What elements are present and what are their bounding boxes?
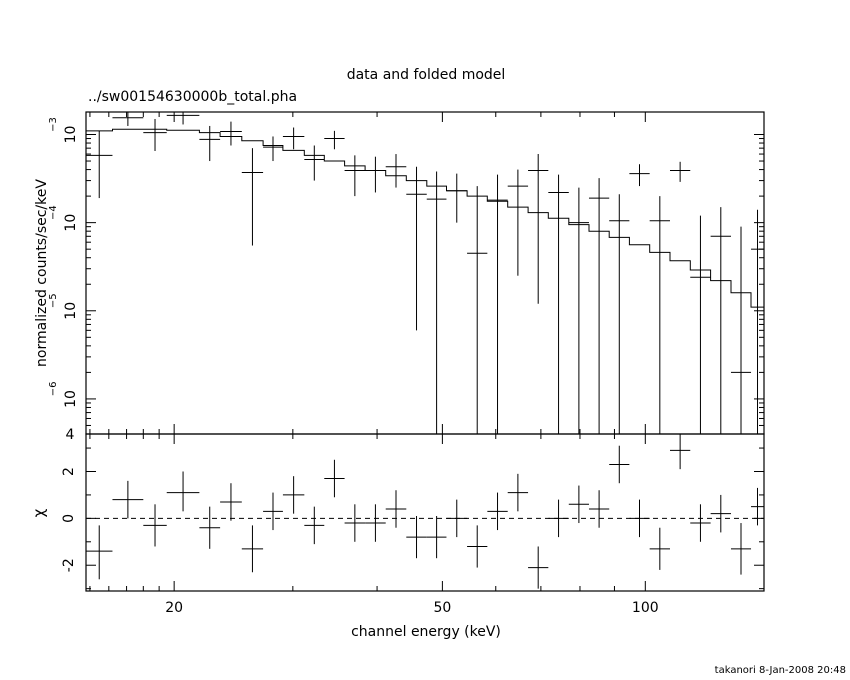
residual-point: [199, 506, 221, 549]
chart-title: data and folded model: [347, 67, 506, 83]
y-tick-exponent: −4: [48, 205, 59, 220]
residual-point: [669, 434, 691, 470]
y-axis-label-lower: χ: [30, 508, 48, 517]
y-tick-mantissa: 10: [63, 390, 79, 408]
data-point: [710, 207, 731, 434]
residual-point: [609, 445, 630, 484]
residual-point: [710, 494, 731, 533]
residual-point: [143, 504, 167, 547]
y-tick-label: 4: [66, 427, 75, 443]
data-point: [467, 186, 488, 434]
y-axis-label-upper: normalized counts/sec/keV: [34, 179, 50, 367]
y-tick-label: -2: [61, 558, 77, 572]
residual-point: [528, 546, 549, 589]
residual-point: [365, 504, 386, 542]
data-point: [166, 112, 200, 125]
residual-point: [629, 499, 650, 538]
upper-axis-ticks: 10 −3 10 −4 10 −5 10 −6 4: [48, 112, 765, 443]
data-point: [385, 154, 407, 188]
data-point: [426, 171, 447, 434]
residual-point: [263, 492, 283, 531]
residual-point: [690, 504, 711, 542]
x-axis-label: channel energy (keV): [351, 624, 501, 640]
residual-point: [324, 459, 345, 498]
y-tick-mantissa: 10: [63, 214, 79, 232]
x-tick-label: 100: [632, 600, 659, 616]
residual-point: [220, 483, 242, 521]
y-tick-mantissa: 10: [63, 126, 79, 144]
residual-points: [86, 434, 764, 589]
data-point: [669, 161, 691, 182]
data-point: [507, 169, 529, 276]
residual-point: [730, 523, 752, 575]
data-point: [528, 154, 549, 304]
y-tick-mantissa: 4: [66, 427, 75, 443]
data-point: [324, 130, 345, 150]
data-point: [220, 121, 242, 146]
data-point: [588, 178, 610, 434]
data-point: [365, 156, 386, 193]
upper-data-points: [86, 112, 764, 434]
y-tick-label: 2: [61, 467, 77, 476]
residual-point: [426, 516, 447, 559]
residual-point: [467, 525, 488, 568]
y-tick-exponent: −3: [48, 117, 59, 132]
residual-point: [344, 504, 366, 542]
residual-point: [406, 516, 427, 559]
residual-point: [568, 485, 589, 524]
folded-model-line: [86, 128, 764, 308]
data-point: [751, 209, 764, 434]
residual-point: [282, 476, 305, 514]
data-point: [609, 194, 630, 434]
residual-point: [548, 499, 569, 538]
data-point: [730, 226, 752, 434]
data-point: [241, 148, 264, 246]
data-point: [344, 155, 366, 197]
data-point: [548, 174, 569, 434]
residual-point: [241, 525, 264, 573]
footer-credit: takanori 8-Jan-2008 20:48: [715, 665, 846, 676]
data-point: [199, 125, 221, 162]
y-tick-label: 10 −6: [48, 382, 79, 408]
data-point: [629, 164, 650, 187]
residual-point: [304, 506, 325, 545]
residual-point: [588, 490, 610, 528]
y-tick-label: 10 −3: [48, 117, 79, 143]
data-point: [690, 215, 711, 434]
lower-axis-ticks: 20 50 100 -2 0 2: [61, 434, 765, 616]
residual-point: [112, 480, 144, 519]
data-point: [143, 118, 167, 151]
data-point: [86, 130, 113, 199]
data-point: [487, 174, 508, 434]
y-tick-exponent: −6: [48, 382, 59, 397]
y-tick-label: 0: [61, 514, 77, 523]
residual-point: [507, 473, 529, 512]
y-tick-exponent: −5: [48, 293, 59, 308]
residual-point: [446, 499, 468, 538]
data-point: [263, 136, 283, 162]
data-point: [446, 173, 468, 223]
data-point: [112, 112, 144, 126]
data-point: [406, 166, 427, 331]
upper-panel-frame: [85, 111, 765, 435]
residual-point: [487, 492, 508, 531]
y-tick-label: 10 −5: [48, 293, 79, 319]
x-tick-label: 50: [433, 600, 451, 616]
residual-point: [166, 471, 200, 512]
chart-subtitle: ../sw00154630000b_total.pha: [88, 89, 297, 105]
lower-panel-frame: [85, 433, 765, 592]
data-point: [568, 187, 589, 434]
residual-point: [649, 527, 670, 570]
residual-point: [385, 490, 407, 528]
residual-point: [751, 487, 764, 526]
y-tick-label: 10 −4: [48, 205, 79, 231]
data-point: [649, 196, 670, 434]
x-tick-label: 20: [165, 600, 183, 616]
residual-point: [86, 525, 113, 580]
data-point: [282, 127, 305, 150]
y-tick-mantissa: 10: [63, 302, 79, 320]
data-point: [304, 145, 325, 181]
